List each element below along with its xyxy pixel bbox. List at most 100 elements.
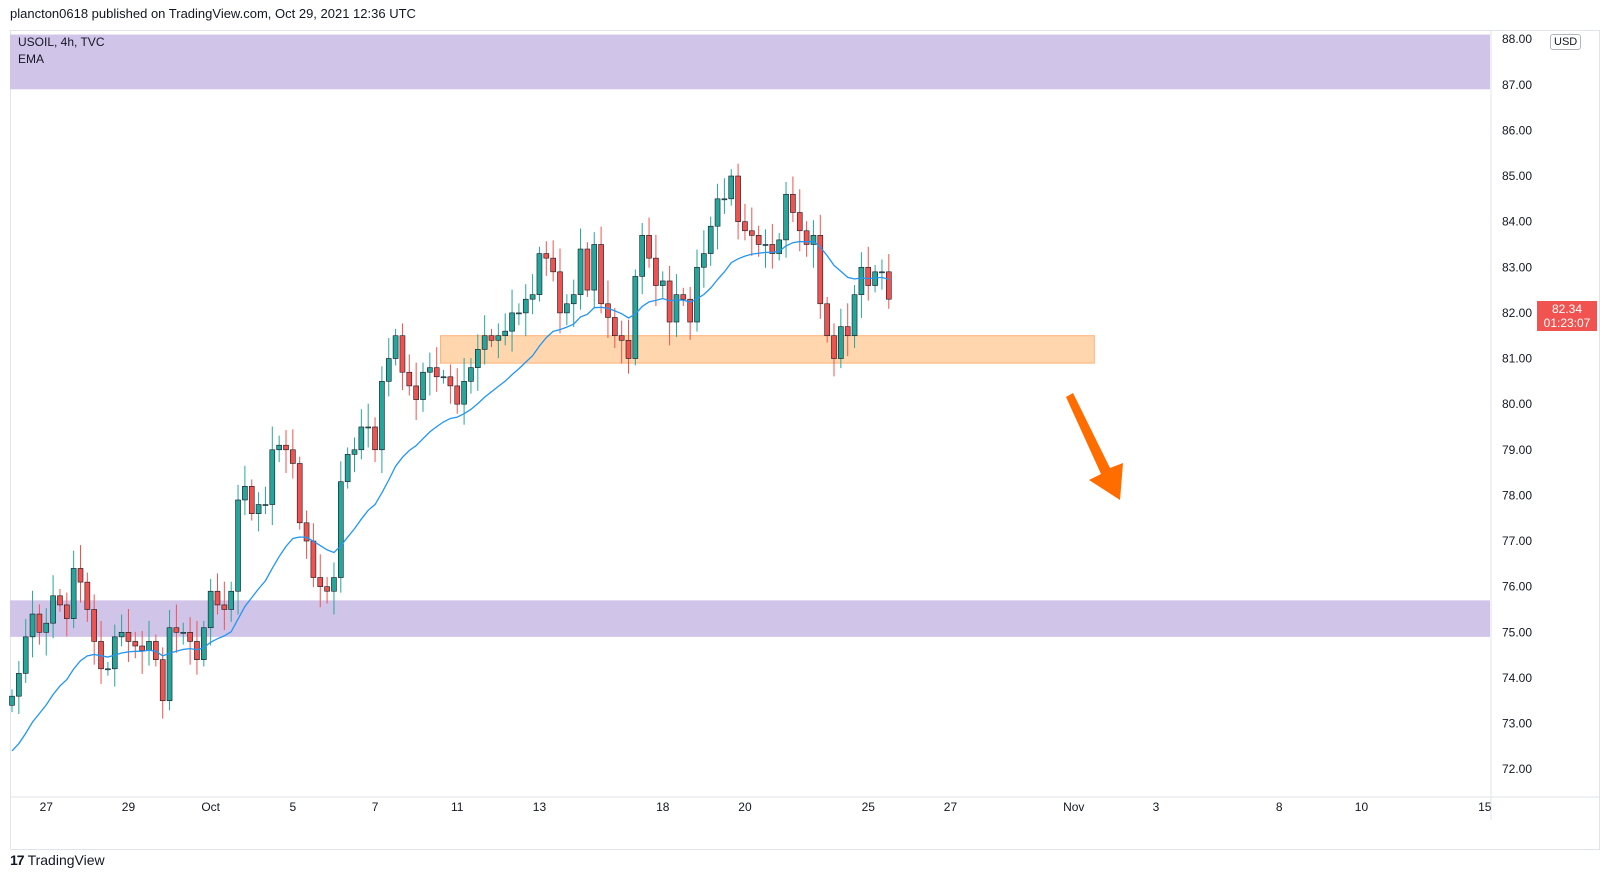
- candle-bullish: [262, 504, 269, 506]
- price-tick-label: 77.00: [1502, 534, 1532, 548]
- candle-bearish: [769, 244, 776, 254]
- candle-bearish: [584, 248, 591, 291]
- candle-bullish: [536, 253, 543, 295]
- candle-bearish: [132, 641, 139, 647]
- candle-bearish: [36, 613, 43, 633]
- time-tick-label: 18: [656, 800, 670, 814]
- candle-bullish: [16, 673, 22, 697]
- candle-bearish: [125, 631, 132, 642]
- support-zone-1: [10, 600, 1490, 637]
- candle-bullish: [70, 568, 77, 619]
- candle-bearish: [296, 463, 303, 524]
- price-tick-label: 83.00: [1502, 260, 1532, 274]
- indicator-label[interactable]: EMA: [18, 52, 45, 66]
- candle-bearish: [91, 609, 97, 642]
- candle-bearish: [885, 271, 892, 300]
- candle-bearish: [324, 586, 330, 592]
- candle-bullish: [276, 444, 282, 451]
- price-tick-label: 85.00: [1502, 169, 1532, 183]
- candle-bullish: [228, 590, 234, 610]
- time-tick-label: 27: [40, 800, 54, 814]
- price-tick-label: 76.00: [1502, 580, 1532, 594]
- time-tick-label: 3: [1153, 800, 1160, 814]
- last-price-label: 82.34 01:23:07: [1537, 301, 1597, 331]
- price-tick-label: 79.00: [1502, 443, 1532, 457]
- candle-bearish: [77, 568, 84, 583]
- candle-bullish: [351, 449, 358, 455]
- candle-bullish: [180, 631, 187, 634]
- candle-bearish: [735, 175, 741, 222]
- candle-bearish: [433, 367, 440, 378]
- candle-bullish: [632, 276, 639, 359]
- symbol-line[interactable]: USOIL, 4h, TVC: [18, 35, 105, 49]
- price-tick-label: 75.00: [1502, 625, 1532, 639]
- candle-bullish: [427, 367, 433, 373]
- time-tick-label: 5: [290, 800, 297, 814]
- candle-bearish: [748, 230, 755, 236]
- candle-bearish: [865, 266, 872, 286]
- candle-bearish: [57, 595, 63, 606]
- candle-bearish: [187, 631, 193, 642]
- candle-bullish: [694, 266, 700, 323]
- candle-bullish: [701, 253, 707, 268]
- candle-bearish: [611, 317, 618, 337]
- candle-bearish: [680, 294, 687, 300]
- time-tick-label: 20: [738, 800, 752, 814]
- candle-bullish: [570, 294, 577, 305]
- candle-bullish: [851, 294, 858, 337]
- candle-bearish: [653, 257, 659, 286]
- time-tick-label: 15: [1478, 800, 1492, 814]
- candle-bullish: [481, 335, 488, 350]
- candle-bullish: [166, 627, 173, 702]
- time-tick-label: 11: [451, 800, 464, 814]
- candle-bullish: [639, 235, 646, 277]
- price-tick-label: 82.00: [1502, 306, 1532, 320]
- down-arrow-annotation: [1066, 393, 1123, 500]
- time-tick-label: 13: [533, 800, 547, 814]
- ema-line: [11, 240, 889, 752]
- candle-bullish: [344, 454, 351, 483]
- candle-bearish: [447, 376, 454, 387]
- tradingview-logo-icon: 17: [10, 852, 25, 868]
- candle-bearish: [844, 326, 851, 337]
- candle-bearish: [755, 235, 762, 245]
- candle-bullish: [9, 695, 15, 706]
- candle-bullish: [879, 271, 885, 274]
- candle-bullish: [474, 349, 481, 368]
- candle-bullish: [783, 193, 789, 241]
- candle-bullish: [105, 668, 111, 671]
- candle-bullish: [468, 367, 474, 382]
- candle-bullish: [776, 239, 783, 254]
- candle-bullish: [461, 381, 467, 405]
- currency-badge[interactable]: USD: [1550, 34, 1582, 50]
- price-tick-label: 81.00: [1502, 352, 1532, 366]
- candle-bullish: [255, 504, 262, 514]
- candle-bearish: [488, 335, 495, 341]
- candle-bearish: [824, 303, 830, 337]
- candle-bullish: [707, 225, 714, 254]
- candle-bearish: [646, 235, 652, 259]
- last-price-value: 82.34: [1551, 302, 1583, 316]
- candle-bullish: [111, 636, 118, 670]
- candle-bullish: [365, 426, 372, 429]
- candle-bullish: [331, 577, 337, 592]
- candle-bearish: [557, 271, 563, 314]
- candle-bullish: [659, 280, 666, 286]
- candle-bullish: [235, 499, 241, 592]
- candle-bullish: [502, 330, 509, 337]
- price-tick-label: 88.00: [1502, 32, 1532, 46]
- candle-bullish: [509, 312, 515, 332]
- candle-bearish: [173, 627, 180, 633]
- candle-bullish: [516, 312, 522, 315]
- price-tick-label: 72.00: [1502, 762, 1532, 776]
- candle-bullish: [495, 335, 502, 341]
- candle-bullish: [358, 426, 365, 451]
- candle-bearish: [817, 235, 824, 305]
- candle-bullish: [22, 636, 29, 674]
- time-tick-label: 27: [944, 800, 958, 814]
- tradingview-brand[interactable]: 17 TradingView: [10, 852, 105, 868]
- price-tick-label: 84.00: [1502, 215, 1532, 229]
- candle-bearish: [194, 641, 200, 660]
- time-tick-label: 25: [862, 800, 876, 814]
